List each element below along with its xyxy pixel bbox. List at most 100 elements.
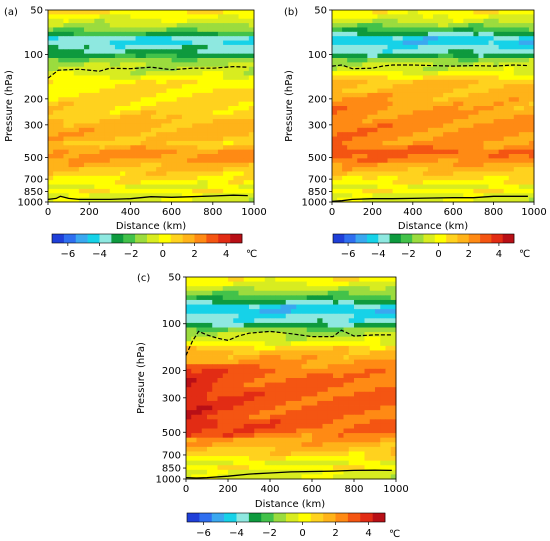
field-cell <box>412 40 419 46</box>
field-cell <box>73 110 80 116</box>
field-cell <box>327 414 334 420</box>
field-cell <box>493 101 500 107</box>
field-cell <box>135 92 142 98</box>
field-cell <box>354 295 360 301</box>
field-cell <box>387 62 393 68</box>
field-cell <box>433 119 439 124</box>
field-cell <box>337 110 343 116</box>
field-cell <box>120 75 126 81</box>
field-cell <box>343 309 350 315</box>
field-cell <box>397 110 404 116</box>
field-cell <box>176 27 183 33</box>
field-cell <box>275 382 281 388</box>
field-cell <box>280 318 287 324</box>
field-cell <box>120 136 126 142</box>
field-cell <box>453 101 459 107</box>
field-cell <box>407 114 414 120</box>
field-cell <box>58 58 64 63</box>
field-cell <box>473 162 479 168</box>
field-cell <box>145 145 152 151</box>
field-cell <box>202 23 209 28</box>
field-cell <box>58 79 64 85</box>
field-cell <box>125 184 131 190</box>
field-cell <box>362 154 368 159</box>
field-cell <box>483 97 489 103</box>
y-tick-label: 1000 <box>18 198 43 209</box>
colorbar-swatch <box>99 234 112 243</box>
field-cell <box>233 27 239 33</box>
field-cell <box>78 193 85 199</box>
field-cell <box>322 290 329 296</box>
field-cell <box>187 180 193 185</box>
field-cell <box>285 295 292 301</box>
field-cell <box>181 84 188 89</box>
field-cell <box>201 410 208 416</box>
field-cell <box>438 180 444 185</box>
field-cell <box>433 44 439 50</box>
field-cell <box>120 149 126 155</box>
field-cell <box>312 387 318 393</box>
field-cell <box>518 110 525 116</box>
field-cell <box>427 58 434 63</box>
field-cell <box>217 149 224 155</box>
field-cell <box>238 355 245 361</box>
field-cell <box>248 18 255 24</box>
field-cell <box>390 364 397 370</box>
field-cell <box>427 84 434 89</box>
field-cell <box>422 36 429 41</box>
field-cell <box>156 23 162 28</box>
field-cell <box>156 14 162 20</box>
field-cell <box>448 71 454 76</box>
field-cell <box>73 171 80 177</box>
field-cell <box>518 171 525 177</box>
field-cell <box>145 114 152 120</box>
field-cell <box>337 31 343 37</box>
field-cell <box>238 396 245 402</box>
field-cell <box>228 350 234 356</box>
field-cell <box>99 66 106 72</box>
field-cell <box>463 62 469 68</box>
field-cell <box>84 14 90 20</box>
field-cell <box>207 162 214 168</box>
field-cell <box>191 345 197 351</box>
field-cell <box>264 414 271 420</box>
field-cell <box>207 410 213 416</box>
field-cell <box>317 341 323 347</box>
field-cell <box>417 40 424 46</box>
field-cell <box>53 162 59 168</box>
field-cell <box>243 27 250 33</box>
field-cell <box>222 410 229 416</box>
field-cell <box>493 66 500 72</box>
field-cell <box>342 40 348 46</box>
field-cell <box>343 322 350 328</box>
field-cell <box>243 154 250 159</box>
field-cell <box>140 167 147 172</box>
field-cell <box>397 188 404 194</box>
field-cell <box>312 400 318 406</box>
field-cell <box>68 162 75 168</box>
field-cell <box>135 101 142 107</box>
field-cell <box>458 162 464 168</box>
field-cell <box>248 75 255 81</box>
field-cell <box>468 193 474 199</box>
field-cell <box>53 49 59 55</box>
field-cell <box>523 175 530 181</box>
field-cell <box>125 175 131 181</box>
field-cell <box>125 92 131 98</box>
field-cell <box>280 286 287 292</box>
field-cell <box>402 79 409 85</box>
field-cell <box>312 410 318 416</box>
panel-a-label: (a) <box>4 7 18 18</box>
field-cell <box>322 400 329 406</box>
field-cell <box>233 368 239 374</box>
field-cell <box>233 40 239 46</box>
field-cell <box>130 184 136 190</box>
field-cell <box>114 140 121 146</box>
field-cell <box>191 318 197 324</box>
field-cell <box>518 197 525 203</box>
field-cell <box>357 40 363 46</box>
field-cell <box>109 175 116 181</box>
field-cell <box>518 154 525 159</box>
field-cell <box>352 92 358 98</box>
field-cell <box>140 14 147 20</box>
